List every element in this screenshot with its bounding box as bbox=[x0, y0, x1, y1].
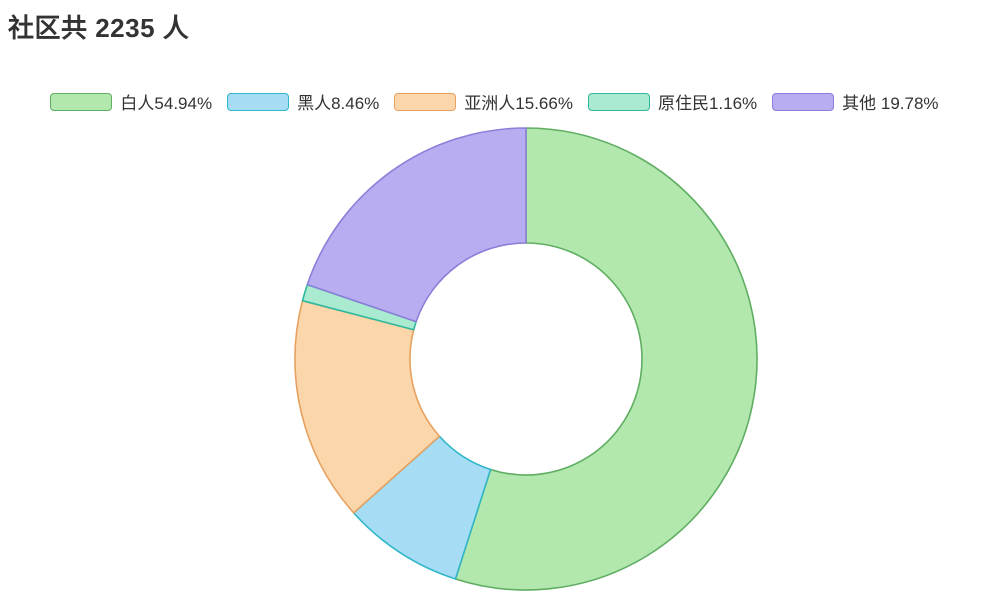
chart-title: 社区共 2235 人 bbox=[8, 13, 190, 43]
legend-item-white[interactable]: 白人54.94% bbox=[50, 89, 212, 114]
donut-segment-other[interactable] bbox=[306, 127, 527, 323]
legend-item-other[interactable]: 其他 19.78% bbox=[772, 89, 939, 114]
legend-swatch-asian bbox=[394, 92, 457, 111]
donut-segment-asian[interactable] bbox=[294, 299, 441, 514]
legend-swatch-indigenous bbox=[587, 92, 650, 111]
legend-label-other: 其他 19.78% bbox=[842, 94, 939, 113]
legend-swatch-black bbox=[227, 92, 290, 111]
legend-item-indigenous[interactable]: 原住民1.16% bbox=[587, 89, 758, 114]
legend-swatch-white bbox=[50, 92, 113, 111]
legend-item-asian[interactable]: 亚洲人15.66% bbox=[394, 89, 573, 114]
legend-label-white: 白人54.94% bbox=[120, 94, 213, 113]
legend-label-asian: 亚洲人15.66% bbox=[464, 94, 573, 113]
legend: 白人54.94% 黑人8.46% 亚洲人15.66% 原住民1.16% 其他 19.78… bbox=[0, 89, 989, 114]
legend-label-indigenous: 原住民1.16% bbox=[657, 94, 758, 113]
legend-label-black: 黑人8.46% bbox=[297, 94, 380, 113]
legend-swatch-other bbox=[772, 92, 835, 111]
donut-segment-white[interactable] bbox=[454, 127, 758, 591]
legend-item-black[interactable]: 黑人8.46% bbox=[227, 89, 379, 114]
